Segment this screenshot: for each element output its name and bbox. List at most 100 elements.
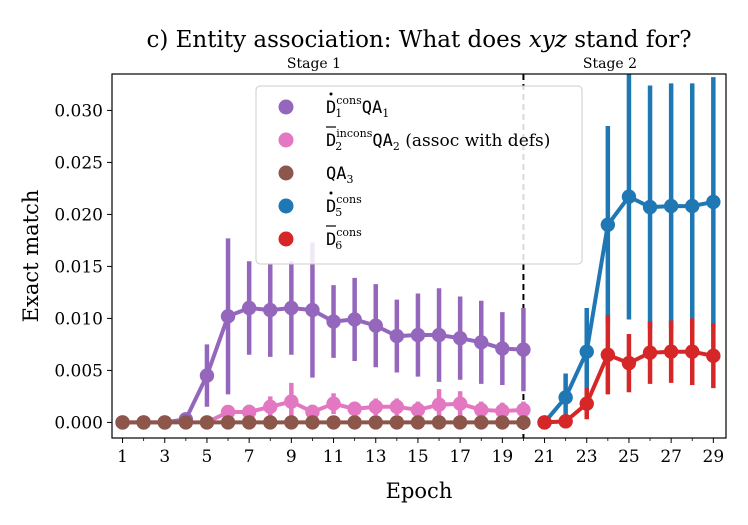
data-point — [389, 328, 405, 344]
x-tick-label: 13 — [365, 447, 387, 467]
data-point — [263, 399, 278, 414]
data-point — [389, 399, 405, 414]
data-point — [263, 415, 278, 430]
data-point — [326, 396, 341, 411]
data-point — [474, 402, 489, 418]
data-point — [241, 404, 257, 420]
x-tick-label: 25 — [618, 447, 640, 467]
data-point — [410, 327, 426, 343]
series-layer — [115, 74, 721, 430]
legend-entry: D5cons — [326, 193, 362, 219]
data-point — [621, 189, 637, 204]
data-point — [410, 402, 426, 418]
legend-marker — [278, 165, 294, 181]
y-axis: 0.000 0.005 0.010 0.015 0.020 0.025 0.030 Exact… — [19, 101, 112, 433]
data-point — [495, 415, 510, 430]
x-tick-label: 19 — [492, 447, 514, 467]
legend-entry: QA3 — [326, 164, 353, 186]
x-tick-label: 1 — [117, 447, 128, 467]
data-point — [706, 348, 721, 364]
y-tick-label: 0.030 — [54, 101, 103, 121]
title-text: c) Entity association: What does xyz sta… — [146, 27, 691, 53]
data-point — [284, 394, 299, 409]
x-tick-label: 27 — [660, 447, 682, 467]
data-point — [199, 368, 215, 383]
data-point — [685, 344, 700, 359]
data-point — [326, 415, 341, 430]
x-tick-label: 21 — [534, 447, 556, 467]
data-point — [326, 314, 341, 329]
x-tick-label: 3 — [159, 447, 170, 467]
x-axis-label: Epoch — [386, 479, 453, 503]
y-tick-label: 0.025 — [54, 153, 103, 173]
data-point — [516, 402, 531, 418]
data-point — [495, 403, 510, 419]
data-point — [452, 330, 468, 346]
x-tick-label: 29 — [703, 447, 725, 467]
x-tick-label: 9 — [286, 447, 297, 467]
data-point — [284, 300, 299, 316]
legend: D1consQA1 D2inconsQA2 (assoc with defs) QA… — [255, 85, 583, 265]
x-tick-label: 5 — [202, 447, 213, 467]
legend-marker — [278, 99, 294, 115]
data-point — [558, 390, 573, 405]
data-point — [241, 415, 257, 430]
stage-1-label: Stage 1 — [287, 56, 341, 72]
series-5 — [537, 315, 721, 430]
legend-entry: D6cons — [326, 226, 362, 252]
data-point — [474, 335, 489, 350]
legend-marker — [278, 231, 294, 247]
legend-accent-dot — [329, 191, 333, 195]
x-tick-label: 11 — [323, 447, 345, 467]
y-tick-label: 0.020 — [54, 205, 103, 225]
data-point — [579, 344, 594, 359]
data-point — [347, 401, 362, 417]
data-point — [115, 415, 130, 430]
data-point — [263, 302, 278, 318]
data-point — [495, 341, 510, 356]
data-point — [516, 415, 531, 430]
x-tick-label: 7 — [244, 447, 255, 467]
data-point — [474, 415, 489, 430]
data-point — [516, 342, 531, 357]
data-point — [136, 415, 151, 430]
data-point — [368, 415, 383, 430]
data-point — [431, 397, 447, 412]
chart-title: c) Entity association: What does xyz sta… — [146, 27, 691, 53]
data-point — [347, 312, 362, 327]
series-3 — [115, 415, 531, 430]
data-point — [347, 415, 362, 430]
data-point — [431, 415, 447, 430]
data-point — [389, 415, 405, 430]
data-point — [305, 404, 320, 420]
y-tick-label: 0.005 — [54, 361, 103, 381]
x-tick-label: 15 — [407, 447, 429, 467]
data-point — [706, 194, 721, 210]
legend-entry: D2inconsQA2 (assoc with defs) — [326, 127, 550, 153]
series-line — [206, 399, 524, 425]
legend-accent-dot — [329, 92, 333, 96]
data-point — [452, 415, 468, 430]
stage-labels: Stage 1 Stage 2 — [287, 56, 637, 72]
plot-frame — [111, 73, 727, 439]
data-point — [558, 414, 573, 429]
y-tick-label: 0.015 — [54, 257, 103, 277]
legend-marker — [278, 198, 294, 214]
data-point — [199, 415, 215, 430]
data-point — [220, 415, 236, 430]
data-point — [452, 396, 468, 411]
data-point — [284, 415, 299, 430]
x-tick-label: 17 — [449, 447, 471, 467]
data-point — [537, 415, 552, 430]
data-point — [431, 327, 447, 343]
data-point — [685, 198, 700, 214]
data-point — [220, 309, 236, 324]
y-tick-label: 0.000 — [54, 413, 103, 433]
data-point — [368, 399, 383, 414]
data-point — [642, 345, 658, 360]
legend-entry: D1consQA1 — [326, 94, 389, 120]
data-point — [305, 415, 320, 430]
data-point — [642, 199, 658, 215]
